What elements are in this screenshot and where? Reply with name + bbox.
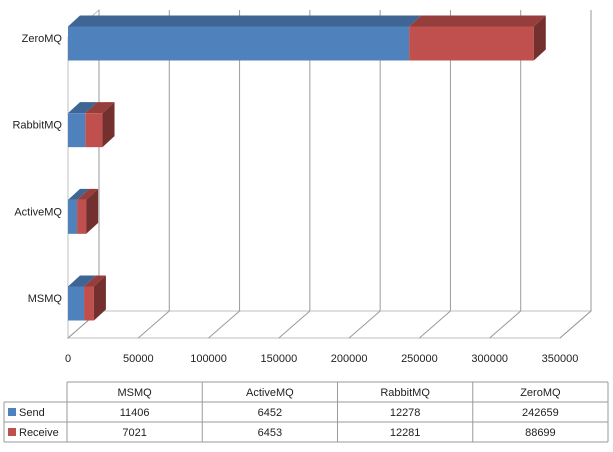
category-label: ActiveMQ bbox=[14, 206, 62, 218]
bar-receive bbox=[409, 26, 534, 61]
bar-top-receive bbox=[409, 15, 546, 27]
legend-key-receive bbox=[8, 428, 16, 436]
x-gridline-floor bbox=[348, 310, 381, 339]
x-gridline-floor bbox=[419, 310, 451, 339]
legend-label: Send bbox=[19, 407, 45, 419]
x-gridline-floor bbox=[137, 310, 170, 339]
legend-key-send bbox=[8, 408, 16, 416]
table-cell: 242659 bbox=[522, 407, 559, 419]
x-tick-label: 250000 bbox=[401, 353, 438, 365]
bar-receive bbox=[84, 286, 94, 321]
x-tick-label: 350000 bbox=[542, 353, 579, 365]
x-gridline-floor bbox=[208, 310, 240, 339]
x-tick-label: 0 bbox=[65, 353, 71, 365]
x-tick-label: 100000 bbox=[190, 353, 227, 365]
table-column-header: ActiveMQ bbox=[246, 387, 294, 399]
table-cell: 11406 bbox=[120, 407, 150, 419]
x-tick-label: 50000 bbox=[123, 353, 154, 365]
x-tick-label: 200000 bbox=[331, 353, 368, 365]
category-label: ZeroMQ bbox=[22, 33, 63, 45]
category-label: MSMQ bbox=[28, 293, 63, 305]
table-cell: 12278 bbox=[390, 407, 421, 419]
table-cell: 88699 bbox=[525, 427, 556, 439]
bar-side-receive bbox=[93, 275, 106, 321]
plot-back-wall bbox=[99, 10, 591, 311]
table-cell: 6452 bbox=[258, 407, 282, 419]
bar-send bbox=[68, 26, 410, 61]
bar-side-receive bbox=[102, 102, 115, 148]
bar-top-send bbox=[68, 15, 422, 27]
bar-top-receive bbox=[84, 275, 106, 287]
x-gridline-floor bbox=[489, 310, 522, 339]
table-cell: 7021 bbox=[122, 427, 146, 439]
table-column-header: RabbitMQ bbox=[380, 387, 430, 399]
bar-top-send bbox=[68, 102, 98, 114]
x-gridline-floor bbox=[559, 310, 592, 339]
bar-receive bbox=[77, 199, 87, 234]
bar-top-send bbox=[68, 188, 90, 200]
category-label: RabbitMQ bbox=[12, 120, 62, 132]
plot-floor bbox=[66, 310, 593, 339]
x-gridline-floor bbox=[278, 310, 311, 339]
legend-label: Receive bbox=[19, 427, 59, 439]
bar-top-send bbox=[68, 275, 97, 287]
table-cell: 12281 bbox=[390, 427, 421, 439]
x-tick-label: 300000 bbox=[471, 353, 508, 365]
x-tick-label: 150000 bbox=[260, 353, 297, 365]
bar-send bbox=[68, 286, 85, 321]
bar-top-receive bbox=[77, 188, 99, 200]
table-column-header: MSMQ bbox=[118, 387, 153, 399]
table-column-header: ZeroMQ bbox=[520, 387, 561, 399]
bar-side-receive bbox=[86, 188, 99, 234]
table-cell: 6453 bbox=[258, 427, 282, 439]
bar-side-receive bbox=[533, 15, 546, 61]
bar-send bbox=[68, 199, 78, 234]
bar-receive bbox=[85, 113, 103, 148]
bar-send bbox=[68, 113, 86, 148]
bar-top-receive bbox=[85, 102, 115, 114]
